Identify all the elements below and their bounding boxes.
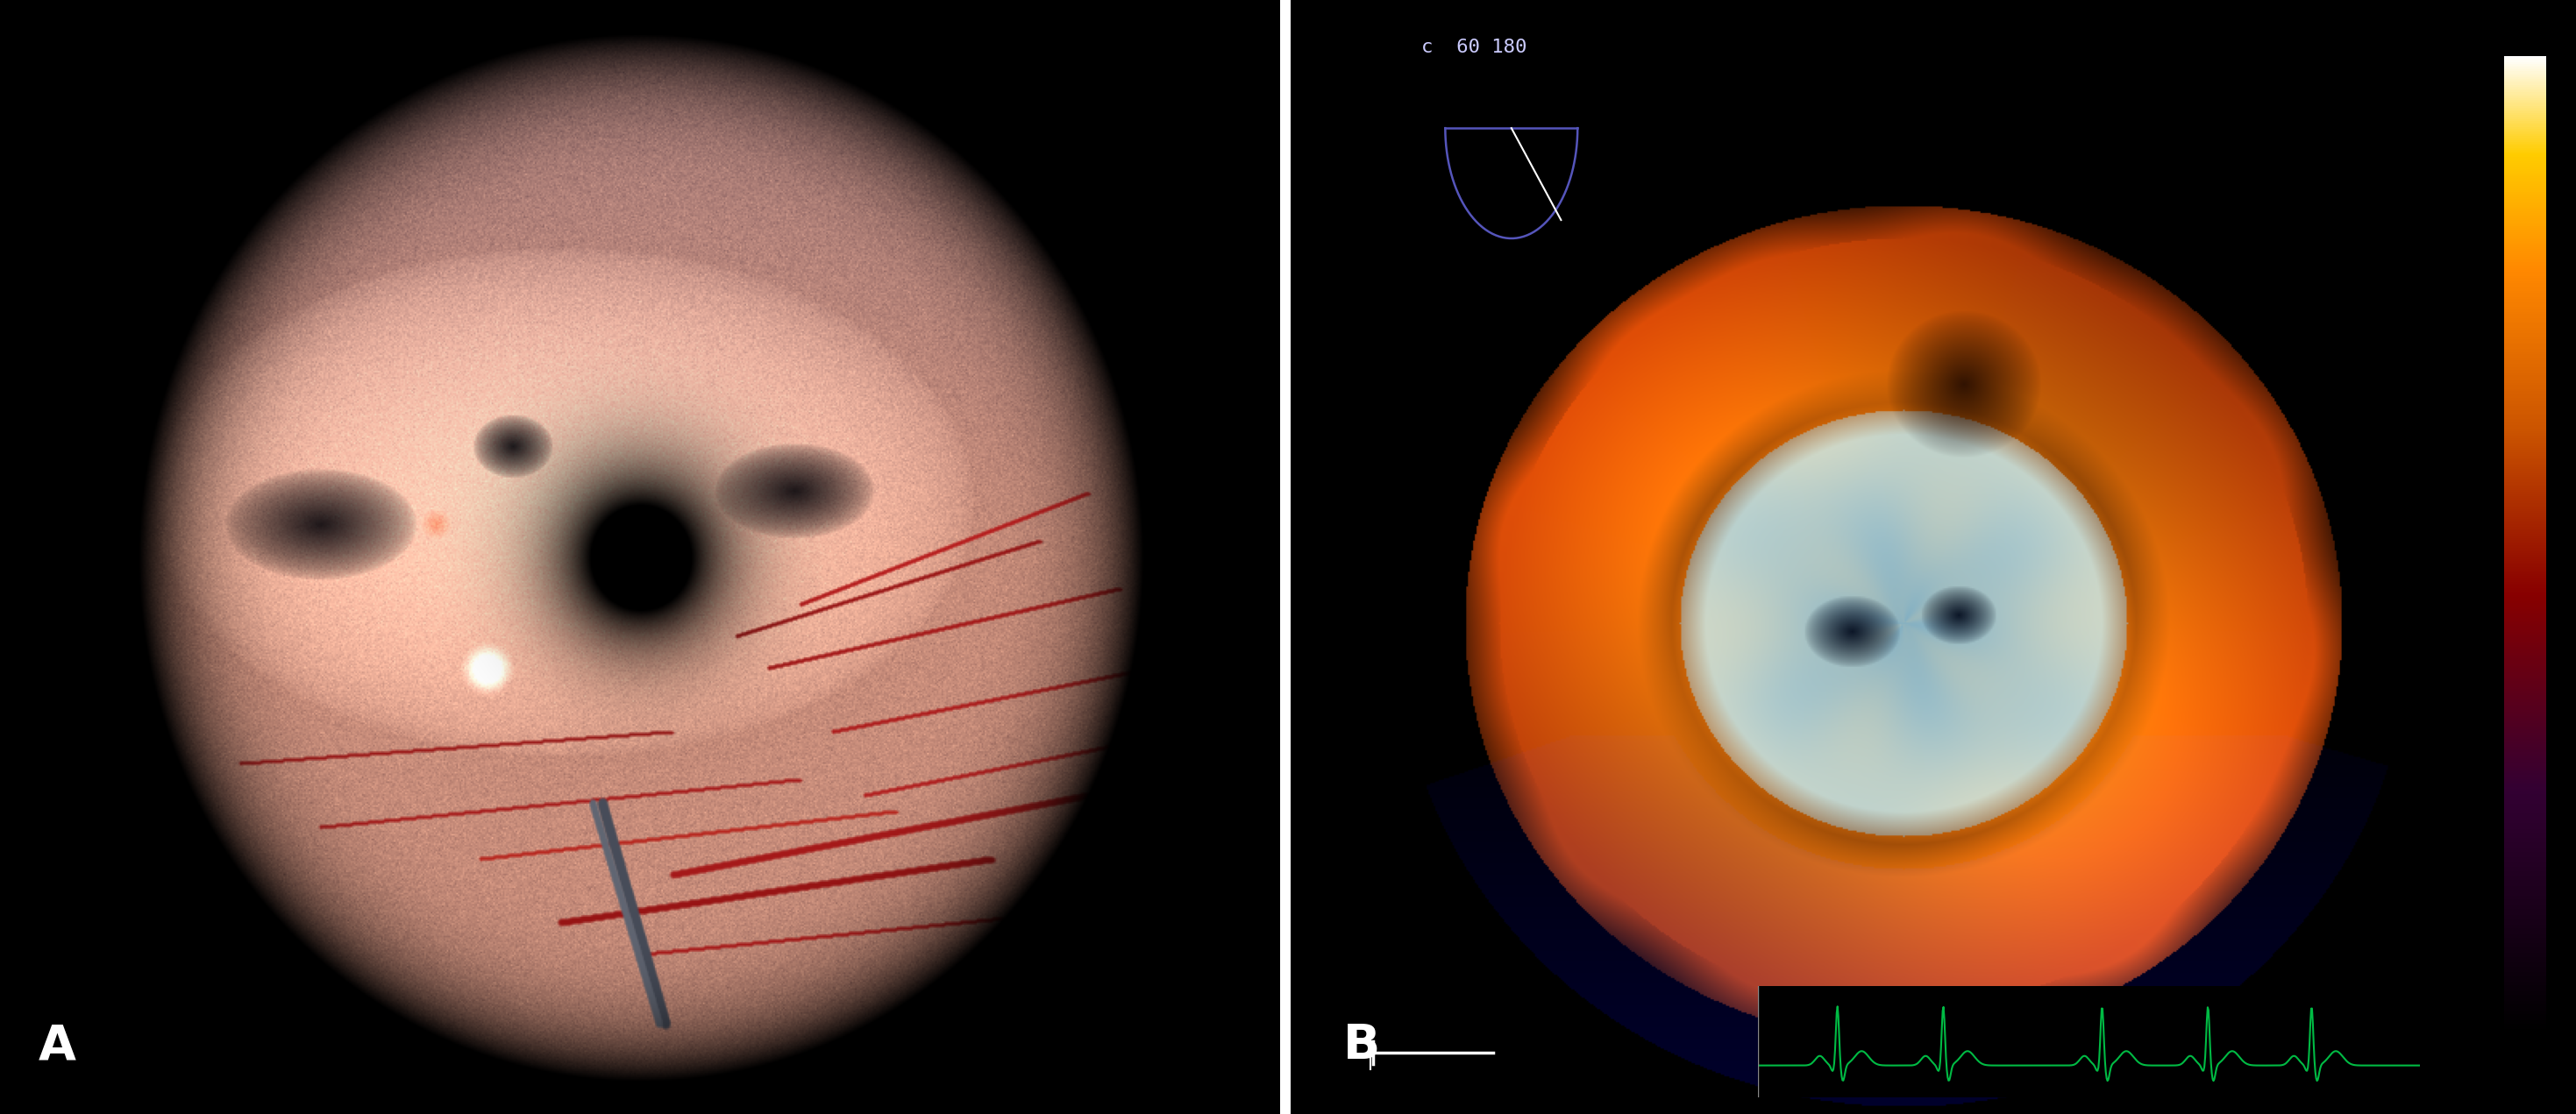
Text: c  60 180: c 60 180 [1422,39,1528,57]
Text: B: B [1342,1023,1381,1069]
Text: A: A [39,1023,77,1069]
